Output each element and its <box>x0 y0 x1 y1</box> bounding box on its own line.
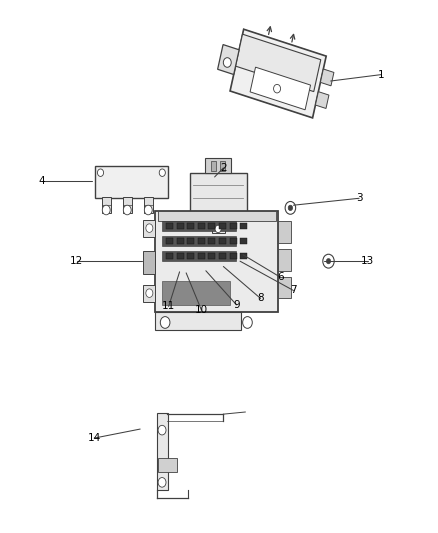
Polygon shape <box>321 69 334 86</box>
Bar <box>162 281 230 305</box>
Bar <box>162 251 236 261</box>
Bar <box>144 197 152 213</box>
Bar <box>205 158 231 173</box>
Bar <box>219 223 226 229</box>
Text: 13: 13 <box>361 256 374 266</box>
Bar <box>230 223 237 229</box>
Bar <box>177 223 184 229</box>
Bar <box>143 220 155 237</box>
Bar <box>162 236 236 246</box>
Polygon shape <box>236 34 321 92</box>
Bar <box>143 285 155 302</box>
Polygon shape <box>230 29 326 118</box>
Bar <box>162 221 236 231</box>
Bar <box>208 253 215 259</box>
Bar <box>158 458 177 472</box>
Circle shape <box>144 205 152 215</box>
Circle shape <box>97 169 103 176</box>
Bar <box>155 312 241 330</box>
Bar <box>187 238 194 244</box>
Circle shape <box>192 211 200 221</box>
Bar <box>166 238 173 244</box>
Bar <box>190 173 247 224</box>
Polygon shape <box>250 67 311 110</box>
Bar <box>198 238 205 244</box>
Circle shape <box>243 317 252 328</box>
Text: 3: 3 <box>356 193 363 203</box>
Bar <box>211 161 216 171</box>
Bar <box>95 166 167 198</box>
Bar <box>278 249 291 271</box>
Circle shape <box>160 317 170 328</box>
Bar <box>220 161 225 171</box>
Bar <box>240 238 247 244</box>
Bar <box>240 253 247 259</box>
Bar <box>157 413 168 490</box>
Circle shape <box>124 205 131 215</box>
Text: 4: 4 <box>38 176 45 186</box>
Bar <box>166 253 173 259</box>
Text: 14: 14 <box>88 433 101 443</box>
Bar <box>208 223 215 229</box>
Bar <box>198 253 205 259</box>
Text: 6: 6 <box>277 272 284 282</box>
Bar <box>240 223 247 229</box>
Bar <box>212 224 225 233</box>
Bar <box>155 211 278 312</box>
Bar <box>187 253 194 259</box>
Bar <box>102 197 110 213</box>
Circle shape <box>285 201 296 214</box>
Bar <box>219 238 226 244</box>
Bar <box>208 238 215 244</box>
Bar <box>143 251 155 274</box>
Circle shape <box>223 58 231 67</box>
Circle shape <box>288 205 293 211</box>
Circle shape <box>146 289 153 297</box>
Bar <box>166 223 173 229</box>
Bar <box>278 277 291 298</box>
Bar <box>230 253 237 259</box>
Circle shape <box>158 478 166 487</box>
Bar <box>198 223 205 229</box>
Text: 10: 10 <box>195 305 208 315</box>
Bar <box>177 238 184 244</box>
Circle shape <box>146 224 153 232</box>
Polygon shape <box>230 29 326 118</box>
Text: 12: 12 <box>70 256 83 266</box>
Bar <box>123 197 131 213</box>
Bar <box>230 238 237 244</box>
Bar <box>177 253 184 259</box>
Text: 11: 11 <box>162 302 175 311</box>
Text: 1: 1 <box>378 70 385 79</box>
Circle shape <box>158 425 166 435</box>
Polygon shape <box>315 92 329 109</box>
Bar <box>158 211 276 221</box>
Circle shape <box>159 169 166 176</box>
Circle shape <box>323 254 334 268</box>
Text: 8: 8 <box>257 294 264 303</box>
Text: 7: 7 <box>290 286 297 295</box>
Text: 9: 9 <box>233 300 240 310</box>
Circle shape <box>102 205 110 215</box>
Bar <box>278 221 291 243</box>
Text: 2: 2 <box>220 163 227 173</box>
Circle shape <box>326 259 331 264</box>
Bar <box>187 223 194 229</box>
Polygon shape <box>218 45 239 75</box>
Circle shape <box>215 225 221 232</box>
Bar <box>219 253 226 259</box>
